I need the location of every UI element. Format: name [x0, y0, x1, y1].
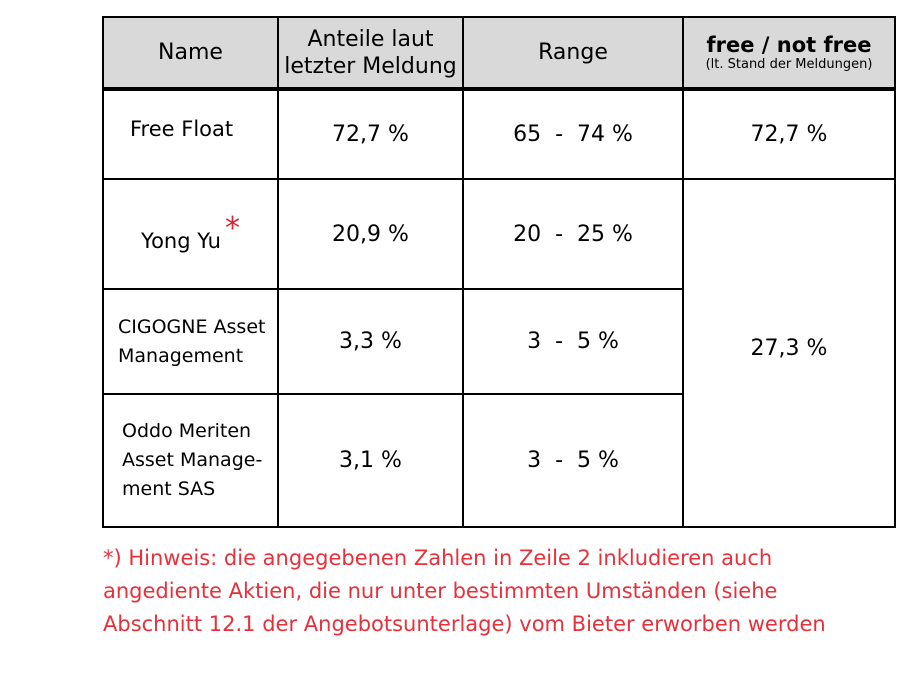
header-free-main: free / not free: [706, 32, 872, 57]
row-name-line2: Asset Manage-: [122, 449, 263, 471]
row-range: 20 - 25 %: [462, 178, 684, 290]
header-free: free / not free (lt. Stand der Meldungen…: [682, 16, 896, 91]
not-free-value: 27,3 %: [682, 178, 896, 528]
footnote-line3: Abschnitt 12.1 der Angebotsunterlage) vo…: [103, 612, 826, 636]
footnote: *) Hinweis: die angegebenen Zahlen in Ze…: [103, 542, 893, 641]
table-row: CIGOGNE Asset Management 3,3 % 3 - 5 %: [102, 288, 895, 395]
row-name-label: Free Float: [130, 117, 234, 141]
row-name-yong-yu: Yong Yu *: [102, 178, 279, 290]
header-row: Name Anteile laut letzter Meldung Range …: [102, 16, 896, 91]
header-shares-line1: Anteile laut: [307, 26, 434, 52]
row-share: 72,7 %: [277, 88, 464, 180]
row-range: 3 - 5 %: [462, 288, 684, 395]
shareholder-table: Name Anteile laut letzter Meldung Range …: [102, 16, 896, 528]
row-range: 65 - 74 %: [462, 88, 684, 180]
table-row: Yong Yu * 20,9 % 20 - 25 % 27,3 %: [102, 178, 896, 528]
header-range: Range: [462, 16, 684, 91]
footnote-asterisk: *: [224, 211, 240, 246]
row-name-free-float: Free Float: [102, 88, 279, 180]
row-name-oddo: Oddo Meriten Asset Manage- ment SAS: [102, 393, 279, 528]
row-name-line1: CIGOGNE Asset: [118, 315, 266, 338]
footnote-line2: angediente Aktien, die nur unter bestimm…: [103, 579, 778, 603]
header-free-sub: (lt. Stand der Meldungen): [705, 56, 873, 72]
row-share: 3,3 %: [277, 288, 464, 395]
row-name-label: Yong Yu: [141, 229, 221, 253]
header-shares: Anteile laut letzter Meldung: [277, 16, 464, 91]
footnote-line1: *) Hinweis: die angegebenen Zahlen in Ze…: [103, 546, 773, 570]
free-value: 72,7 %: [682, 88, 896, 180]
row-name-cigogne: CIGOGNE Asset Management: [102, 288, 279, 395]
row-share: 20,9 %: [277, 178, 464, 290]
table-row: Oddo Meriten Asset Manage- ment SAS 3,1 …: [102, 393, 895, 528]
table-row: Free Float 72,7 % 65 - 74 % 72,7 %: [102, 88, 896, 180]
header-shares-line2: letzter Meldung: [284, 53, 457, 79]
row-name-line1: Oddo Meriten: [122, 420, 252, 442]
row-range: 3 - 5 %: [462, 393, 684, 528]
header-name: Name: [102, 16, 279, 91]
row-name-line2: Management: [118, 344, 244, 367]
row-share: 3,1 %: [277, 393, 464, 528]
header-range-label: Range: [538, 40, 608, 65]
row-name-line3: ment SAS: [122, 478, 216, 500]
header-name-label: Name: [158, 40, 223, 65]
